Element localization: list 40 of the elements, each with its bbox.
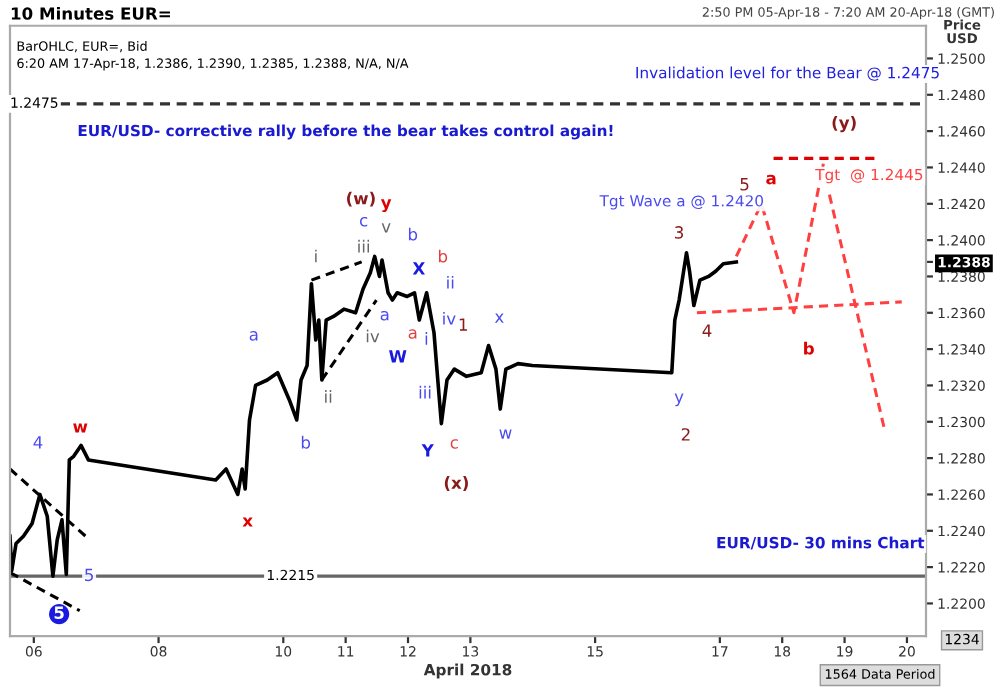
- chart-title: 10 Minutes EUR=: [11, 6, 170, 20]
- annotation: y: [380, 199, 392, 213]
- annotation: v: [381, 223, 391, 233]
- annotation: b: [408, 227, 418, 241]
- annotation: x: [494, 313, 504, 323]
- annotation: (y): [832, 115, 856, 133]
- annotation: iii: [419, 385, 431, 399]
- annotation: i: [425, 332, 428, 345]
- annotation: w: [499, 429, 512, 439]
- annotation: a: [766, 174, 776, 185]
- annotation: 5: [740, 178, 749, 191]
- annotation: a: [380, 310, 389, 321]
- annotation: c: [450, 439, 458, 449]
- annotation: b: [804, 341, 814, 355]
- annotation: i: [315, 249, 317, 263]
- annotation: ii: [325, 390, 332, 403]
- annotation: X: [412, 262, 425, 275]
- annotation: x: [242, 517, 253, 527]
- annotation: iii: [358, 239, 370, 253]
- annotation: a: [408, 329, 417, 339]
- annotation: y: [674, 393, 684, 407]
- annotation: 5: [85, 568, 93, 582]
- annotation: W: [389, 350, 407, 363]
- annotation: a: [249, 331, 258, 341]
- annotation: Y: [421, 444, 434, 457]
- annotation: (x): [444, 476, 468, 491]
- annotation: 2: [681, 428, 690, 441]
- annotation: 4: [702, 324, 712, 337]
- annotation: iv: [443, 311, 456, 325]
- annotation: 3: [675, 226, 684, 239]
- annotation: 1: [459, 318, 467, 331]
- annotation: c: [359, 216, 368, 227]
- annotation: w: [73, 423, 88, 433]
- annotation: 5: [54, 606, 64, 620]
- annotation: b: [301, 435, 311, 449]
- annotation: 4: [33, 436, 43, 449]
- annotation: iv: [366, 329, 380, 343]
- annotation: b: [438, 249, 448, 263]
- annotation: ii: [447, 275, 454, 289]
- annotation: (w): [347, 191, 375, 207]
